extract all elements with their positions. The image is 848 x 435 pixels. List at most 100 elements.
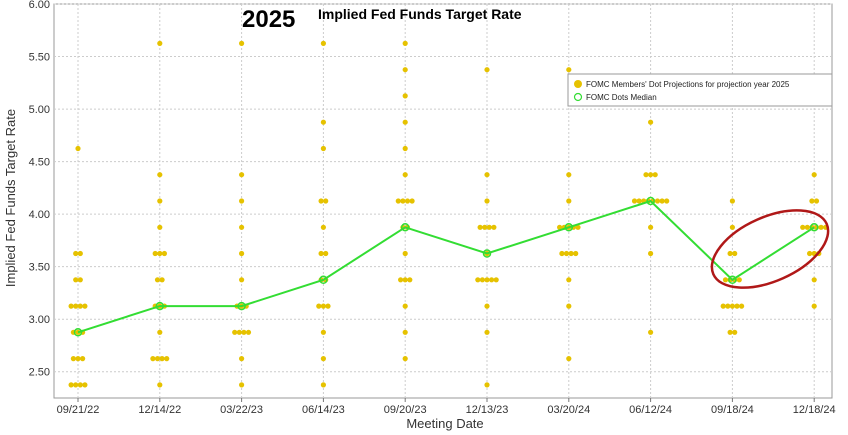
dot-projection [157, 329, 163, 335]
dot-projection [77, 303, 83, 309]
dot-projection [559, 250, 565, 257]
dot-projection [813, 198, 820, 204]
dot-projection [664, 198, 670, 204]
dot-projection [563, 250, 570, 257]
dot-projection [659, 198, 665, 204]
dot-projection [729, 224, 736, 230]
dot-projection [77, 382, 83, 388]
x-tick-label: 09/18/24 [711, 404, 754, 416]
x-tick-label: 12/18/24 [793, 404, 836, 416]
dot-projection [652, 172, 658, 178]
dot-projection [400, 198, 406, 204]
dot-projection [320, 145, 326, 152]
chart-title: Implied Fed Funds Target Rate [318, 6, 522, 22]
annotation-ellipse [710, 209, 830, 289]
dot-projection [402, 356, 408, 362]
dot-projection [398, 277, 404, 283]
dot-projection [407, 277, 413, 283]
dot-projection [73, 250, 79, 257]
dot-projection [484, 277, 490, 283]
median-markers [73, 196, 819, 337]
title-year: 2025 [242, 6, 295, 33]
x-tick-label: 09/20/23 [384, 404, 427, 416]
dot-projection [239, 277, 245, 283]
dot-projection [68, 303, 74, 309]
dot-projection [157, 198, 163, 204]
dot-projection [566, 303, 572, 309]
dot-projection [807, 250, 813, 257]
dot-projection [232, 329, 238, 335]
median-point [564, 223, 574, 232]
x-axis-title: Meeting Date [406, 416, 483, 431]
x-tick-label: 06/14/23 [302, 404, 345, 416]
dot-projection [732, 250, 738, 257]
dot-projection [566, 356, 572, 362]
x-tick-label: 12/13/23 [466, 404, 509, 416]
dot-projection [320, 40, 326, 47]
y-tick-label: 6.00 [29, 0, 50, 11]
dot-projection [157, 40, 163, 47]
x-tick-label: 12/14/22 [138, 404, 181, 416]
dot-projection [75, 356, 81, 362]
dot-projection [402, 172, 408, 178]
dot-projection [402, 119, 408, 125]
dot-projection [734, 303, 740, 309]
dot-projection [320, 329, 326, 335]
dot-projection [320, 356, 326, 362]
dot-projection [75, 145, 81, 152]
dot-projection [811, 172, 817, 178]
dot-projection [159, 277, 165, 283]
dot-projection [402, 250, 408, 257]
dot-projection [245, 329, 252, 335]
dot-projection [568, 250, 574, 257]
dot-projection [402, 303, 408, 309]
dot-projection [159, 356, 165, 362]
dot-projection [648, 119, 654, 125]
dot-projection [157, 250, 163, 257]
dot-projection [323, 198, 329, 204]
dot-projection [727, 329, 733, 335]
dot-projection [323, 250, 329, 257]
x-tick-label: 09/21/22 [57, 404, 100, 416]
x-tick-label: 03/22/23 [220, 404, 263, 416]
dot-projection [636, 198, 642, 204]
dot-projection [320, 119, 326, 125]
dot-projection [395, 198, 401, 204]
dot-projection [236, 329, 242, 335]
dot-projection [491, 224, 497, 230]
dot-projection [239, 198, 245, 204]
dot-projection [648, 329, 654, 335]
dot-projection [811, 303, 817, 309]
dot-projection [475, 277, 481, 283]
dot-projection [727, 250, 733, 257]
dot-projection [729, 198, 736, 204]
dot-projection [484, 382, 490, 388]
y-tick-label: 3.00 [29, 314, 50, 326]
y-tick-label: 4.50 [29, 157, 50, 169]
dot-projection [736, 277, 742, 283]
dot-projection [739, 303, 745, 309]
dot-projection [479, 277, 485, 283]
dot-projection [320, 303, 326, 309]
dot-projection [566, 172, 572, 178]
dot-projection [239, 250, 245, 257]
dot-projection [402, 329, 408, 335]
y-tick-label: 3.50 [29, 262, 50, 274]
dot-projection [239, 356, 245, 362]
median-point [237, 301, 246, 311]
dot-projection [484, 67, 490, 73]
dot-projection [729, 303, 736, 309]
dot-projection [157, 382, 163, 388]
y-tick-label: 2.50 [29, 367, 50, 379]
dot-projection [241, 329, 247, 335]
dot-projection [77, 250, 83, 257]
dot-projection [161, 250, 167, 257]
median-point [482, 249, 492, 258]
dot-projection [402, 40, 408, 47]
dot-projection [157, 224, 163, 230]
dot-projection [154, 356, 161, 362]
y-tick-label: 5.00 [29, 104, 50, 116]
dot-projection [732, 329, 738, 335]
median-point [73, 328, 83, 337]
dot-projection [477, 224, 483, 230]
